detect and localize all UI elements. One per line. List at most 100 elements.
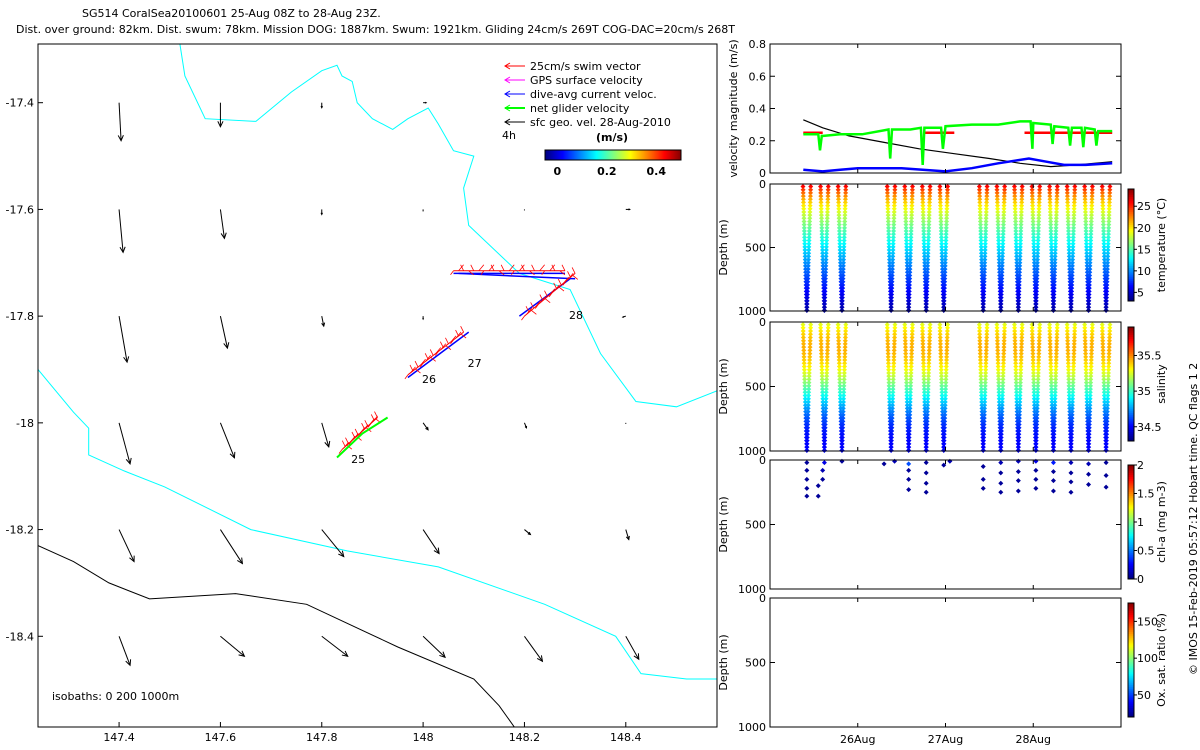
panel-colorbar-cell: [1128, 715, 1134, 718]
profile-point: [924, 266, 930, 272]
profile-point: [1049, 402, 1055, 408]
profile-point: [943, 370, 949, 376]
panel-colorbar-cell: [1128, 412, 1134, 415]
profile-point: [1013, 376, 1019, 382]
profile-point: [908, 234, 914, 240]
profile-point: [927, 331, 933, 337]
profile-point: [907, 389, 913, 395]
colorbar-cell: [569, 150, 571, 160]
profile-point: [903, 222, 909, 228]
profile-point: [1064, 325, 1070, 331]
profile-point: [978, 250, 984, 256]
panel-colorbar-tick-label: 150: [1137, 615, 1158, 628]
profile-point: [938, 206, 944, 212]
panel-colorbar-cell: [1128, 429, 1134, 432]
profile-point: [1101, 380, 1107, 386]
profile-point: [909, 344, 915, 350]
track-day-label: 26: [422, 373, 436, 386]
profile-point: [1031, 389, 1037, 395]
profile-point: [825, 341, 831, 347]
profile-point: [983, 228, 989, 234]
profile-point: [938, 373, 944, 379]
swim-vector: [414, 360, 419, 368]
profile-point: [1036, 341, 1042, 347]
profile-point: [937, 334, 943, 340]
profile-point: [822, 298, 828, 304]
profile-point: [1089, 199, 1095, 205]
profile-point: [1030, 351, 1036, 357]
profile-point: [1034, 260, 1040, 266]
profile-point: [1084, 393, 1090, 399]
profile-point: [1102, 263, 1108, 269]
profile-point: [1101, 393, 1107, 399]
profile-point: [1070, 386, 1076, 392]
colorbar-cell: [624, 150, 626, 160]
profile-point: [840, 409, 846, 415]
profile-point: [1086, 444, 1092, 450]
profile-point: [1047, 184, 1053, 190]
profile-point: [1019, 184, 1025, 190]
profile-point: [983, 212, 989, 218]
profile-point: [1084, 402, 1090, 408]
panel-colorbar-cell: [1128, 550, 1134, 553]
profile-point: [887, 266, 893, 272]
profile-point: [907, 257, 913, 263]
profile-point: [978, 247, 984, 253]
colorbar-cell: [674, 150, 676, 160]
profile-point: [890, 389, 896, 395]
profile-point: [1101, 389, 1107, 395]
panel-colorbar-cell: [1128, 558, 1134, 561]
swim-vector: [498, 270, 505, 276]
legend-swatch-arrow: [504, 118, 511, 126]
profile-point: [840, 412, 846, 418]
profile-point: [891, 364, 897, 370]
panel-colorbar-cell: [1128, 224, 1134, 227]
profile-point: [801, 225, 807, 231]
profile-point: [902, 325, 908, 331]
profile-point: [1054, 193, 1060, 199]
profile-point: [1070, 247, 1076, 253]
colorbar-cell: [660, 150, 662, 160]
profile-point: [1088, 231, 1094, 237]
panel-colorbar-cell: [1128, 372, 1134, 375]
profile-point: [1034, 263, 1040, 269]
profile-point: [802, 260, 808, 266]
profile-point: [1031, 380, 1037, 386]
profile-point: [1086, 307, 1092, 313]
profile-point: [1082, 187, 1088, 193]
panel-colorbar-cell: [1128, 293, 1134, 296]
profile-point: [1087, 386, 1093, 392]
current-vector: [118, 422, 131, 464]
profile-point: [818, 190, 824, 196]
colorbar-tick-label: 0.2: [597, 165, 617, 178]
colorbar-cell: [559, 150, 561, 160]
profile-point: [819, 380, 825, 386]
profile-point: [982, 389, 988, 395]
profile-point: [891, 367, 897, 373]
panel-colorbar-cell: [1128, 359, 1134, 362]
profile-point: [923, 304, 929, 310]
profile-point: [837, 393, 843, 399]
profile-point: [1036, 206, 1042, 212]
isobaths-label: isobaths: 0 200 1000m: [52, 690, 179, 703]
chl-point: [881, 461, 887, 467]
panel-colorbar-cell: [1128, 399, 1134, 402]
profile-point: [1047, 212, 1053, 218]
profile-point: [983, 231, 989, 237]
panel-colorbar-tick-label: 34.5: [1137, 421, 1162, 434]
profile-point: [999, 412, 1005, 418]
profile-point: [944, 351, 950, 357]
profile-point: [818, 338, 824, 344]
profile-point: [1018, 370, 1024, 376]
panel-colorbar-cell: [1128, 357, 1134, 360]
profile-point: [1031, 241, 1037, 247]
panel-colorbar-cell: [1128, 363, 1134, 366]
profile-point: [1048, 383, 1054, 389]
profile-point: [884, 184, 890, 190]
chl-point: [820, 476, 826, 482]
profile-point: [890, 386, 896, 392]
panel-colorbar-cell: [1128, 286, 1134, 289]
profile-point: [995, 367, 1001, 373]
profile-point: [1014, 389, 1020, 395]
profile-point: [1088, 370, 1094, 376]
